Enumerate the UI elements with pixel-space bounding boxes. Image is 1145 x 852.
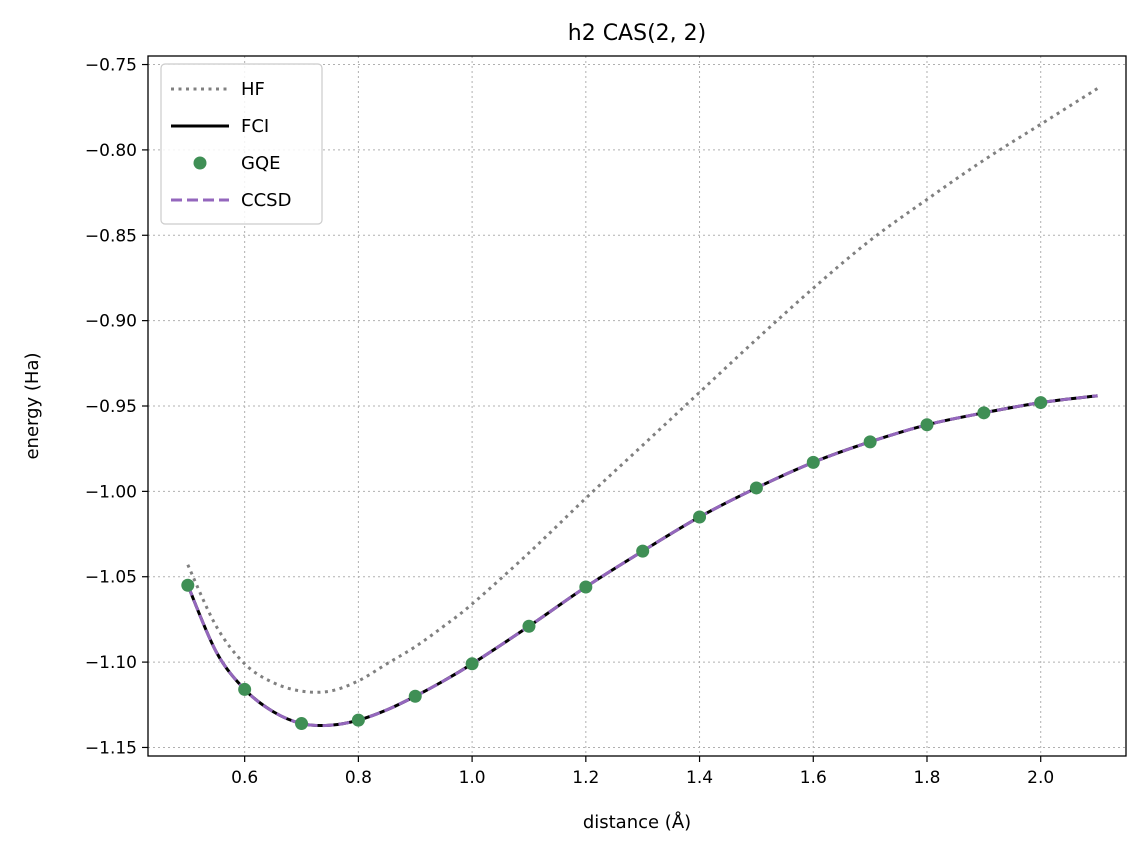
ccsd-line (186, 394, 1098, 728)
x-tick-label: 1.6 (800, 768, 827, 788)
legend-label-fci: FCI (241, 116, 269, 137)
legend: HF FCI GQE CCSD (160, 63, 323, 225)
x-tick-label: 1.0 (459, 768, 486, 788)
gqe-point (579, 580, 593, 594)
y-tick-label: −0.90 (85, 312, 137, 332)
legend-box (160, 63, 323, 225)
gqe-point (408, 689, 422, 703)
gqe-point (806, 455, 820, 469)
x-tick-label: 1.2 (572, 768, 599, 788)
legend-swatch-gqe (193, 156, 207, 170)
gqe-point (1034, 396, 1048, 410)
gqe-point (181, 578, 195, 592)
legend-label-ccsd: CCSD (241, 190, 291, 211)
hf-line (186, 87, 1099, 694)
gqe-point (693, 510, 707, 524)
gqe-point (295, 717, 309, 731)
y-tick-label: −0.80 (85, 141, 137, 161)
x-tick-label: 2.0 (1027, 768, 1054, 788)
x-tick-label: 1.8 (913, 768, 940, 788)
gqe-point (749, 481, 763, 495)
gqe-point (863, 435, 877, 449)
series-layer (181, 87, 1099, 731)
gqe-point (351, 713, 365, 727)
legend-label-hf: HF (241, 79, 265, 100)
y-tick-label: −1.05 (85, 568, 137, 588)
y-tick-label: −0.85 (85, 226, 137, 246)
x-tick-label: 0.8 (345, 768, 372, 788)
y-tick-label: −1.10 (85, 653, 137, 673)
y-tick-label: −0.95 (85, 397, 137, 417)
gqe-point (636, 544, 650, 558)
gqe-point (238, 682, 252, 696)
gqe-point (977, 406, 991, 420)
x-axis: 0.6 0.8 1.0 1.2 1.4 1.6 1.8 2.0 (231, 756, 1054, 788)
x-tick-label: 1.4 (686, 768, 713, 788)
y-tick-label: −1.15 (85, 738, 137, 758)
x-axis-label: distance (Å) (583, 811, 691, 833)
x-tick-label: 0.6 (231, 768, 258, 788)
chart-title: h2 CAS(2, 2) (568, 21, 706, 46)
y-tick-label: −0.75 (85, 56, 137, 76)
gqe-point (522, 619, 536, 633)
gqe-point (465, 657, 479, 671)
y-axis-label: energy (Ha) (22, 352, 43, 459)
gqe-point (920, 418, 934, 432)
y-tick-label: −1.00 (85, 482, 137, 502)
legend-label-gqe: GQE (241, 153, 281, 174)
y-axis: −1.15 −1.10 −1.05 −1.00 −0.95 −0.90 −0.85 −0.80… (85, 56, 148, 758)
